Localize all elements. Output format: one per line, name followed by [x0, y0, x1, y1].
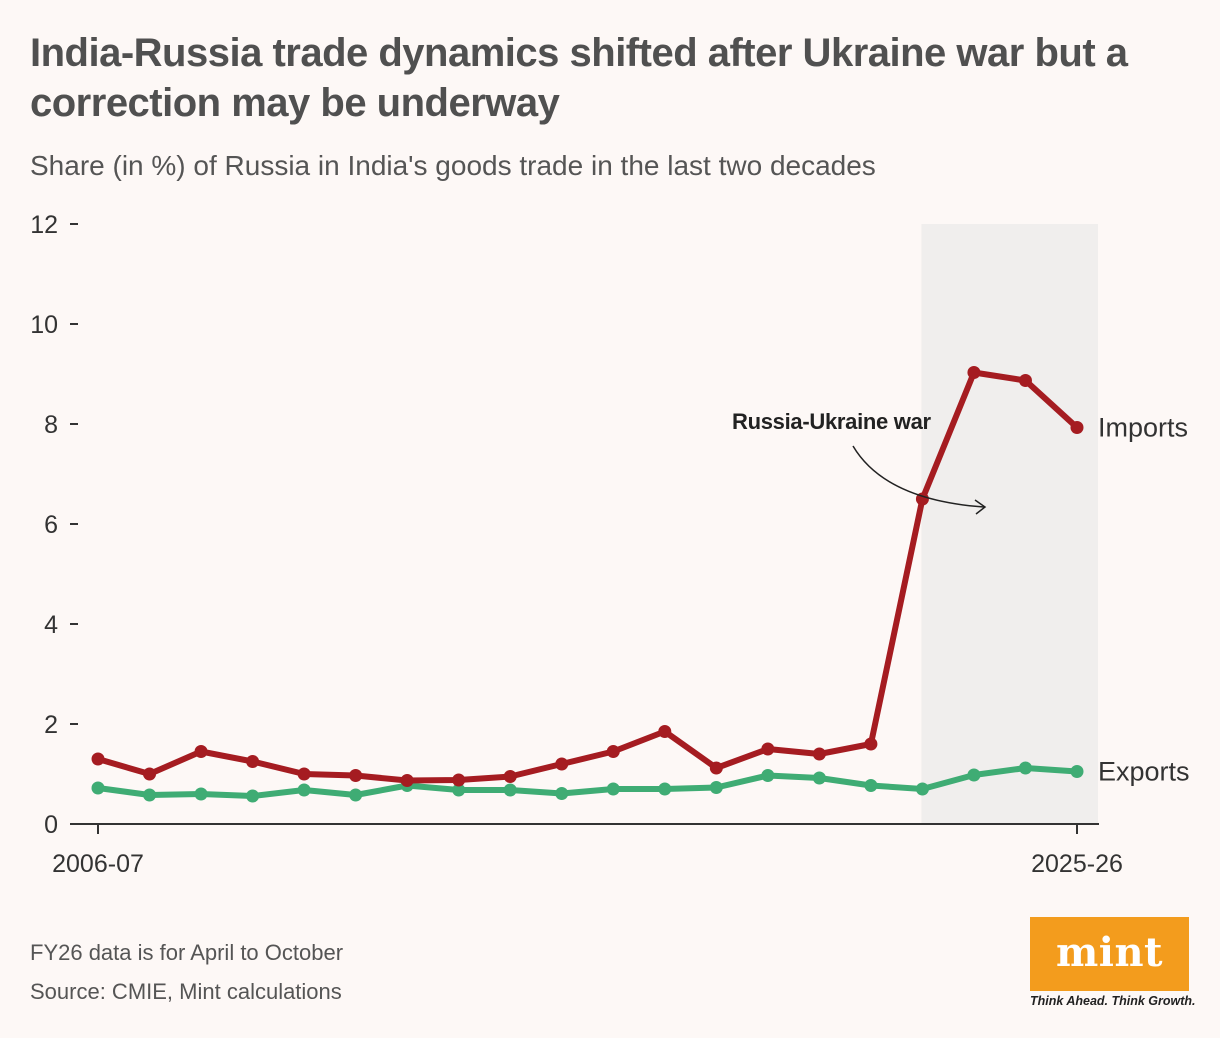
- exports-line: [95, 765, 1080, 799]
- imports-point: [1070, 421, 1084, 434]
- annotation-arrow: [852, 445, 985, 508]
- imports-point: [400, 774, 414, 787]
- war-period-shading: [921, 224, 1098, 824]
- exports-point: [967, 768, 981, 782]
- exports-point: [194, 787, 208, 801]
- exports-point: [812, 771, 826, 785]
- y-tick-label: 0: [44, 811, 58, 839]
- annotation-label: Russia-Ukraine war: [732, 409, 932, 434]
- exports-point: [1070, 765, 1084, 778]
- y-tick-label: 8: [44, 411, 58, 439]
- mint-logo: mint: [1030, 917, 1189, 991]
- imports-point: [812, 747, 826, 761]
- imports-point: [555, 757, 569, 771]
- chart-title: India-Russia trade dynamics shifted afte…: [30, 31, 1128, 125]
- footnote: FY26 data is for April to October: [30, 940, 344, 965]
- exports-point: [1018, 761, 1032, 775]
- imports-point: [194, 745, 208, 758]
- exports-point: [658, 782, 672, 796]
- exports-series-label: Exports: [1098, 757, 1190, 787]
- imports-point: [967, 366, 981, 379]
- source-note: Source: CMIE, Mint calculations: [30, 979, 342, 1004]
- y-tick-label: 6: [44, 511, 58, 539]
- exports-point: [555, 787, 569, 800]
- exports-point: [452, 783, 466, 797]
- imports-point: [761, 742, 775, 756]
- exports-point: [864, 779, 878, 792]
- imports-point: [246, 755, 260, 768]
- imports-point: [91, 752, 105, 766]
- series-group: Exports Imports: [91, 366, 1190, 803]
- x-axis: 2006-07 2025-26: [52, 823, 1123, 878]
- chart-subtitle: Share (in %) of Russia in India's goods …: [30, 150, 876, 181]
- imports-point: [1018, 374, 1032, 387]
- imports-point: [452, 773, 466, 787]
- exports-point: [246, 789, 260, 803]
- y-axis: 0 2 4 6 8 10 12: [30, 211, 78, 839]
- exports-point: [761, 769, 775, 782]
- logo-tagline: Think Ahead. Think Growth.: [1030, 994, 1196, 1008]
- exports-point: [143, 788, 157, 802]
- exports-point: [297, 783, 311, 797]
- y-tick-label: 2: [44, 711, 58, 739]
- imports-point: [349, 769, 363, 782]
- imports-line: [95, 369, 1080, 784]
- y-tick-label: 4: [44, 611, 58, 639]
- exports-point: [606, 782, 620, 796]
- x-tick-label: 2006-07: [52, 850, 144, 878]
- annotation: Russia-Ukraine war: [732, 409, 987, 515]
- imports-series-label: Imports: [1098, 413, 1188, 443]
- exports-point: [349, 788, 363, 802]
- imports-point: [297, 767, 311, 781]
- x-tick-label: 2025-26: [1031, 850, 1123, 878]
- y-tick-label: 10: [30, 311, 58, 339]
- exports-point: [503, 783, 517, 797]
- annotation-arrowhead: [974, 499, 987, 515]
- imports-point: [143, 767, 157, 781]
- imports-point: [864, 737, 878, 751]
- imports-point: [658, 725, 672, 738]
- imports-point: [606, 745, 620, 758]
- exports-point: [709, 781, 723, 794]
- exports-point: [915, 782, 929, 796]
- y-tick-label: 12: [30, 211, 58, 239]
- imports-point: [709, 761, 723, 775]
- imports-point: [503, 770, 517, 783]
- exports-point: [91, 781, 105, 795]
